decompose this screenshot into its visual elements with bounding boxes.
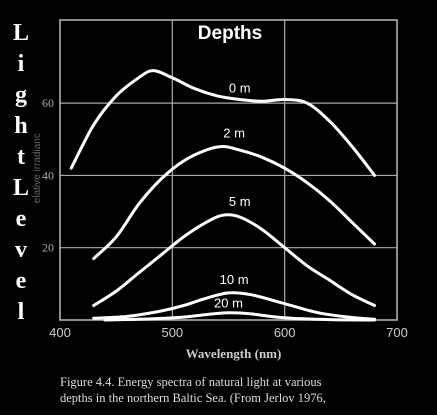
series-label: 5 m	[229, 194, 251, 209]
x-tick-label: 400	[49, 325, 71, 340]
x-tick-label: 600	[274, 325, 296, 340]
y-tick-label: 40	[42, 168, 54, 182]
y-axis-label-fragment: elative irradianc	[32, 133, 43, 203]
plot-frame	[59, 19, 398, 321]
light-level-letter: L	[12, 175, 29, 201]
light-level-letter: v	[15, 237, 27, 263]
series-line	[69, 69, 376, 177]
caption-line: depths in the northern Baltic Sea. (From…	[60, 391, 326, 405]
y-tick-label: 20	[42, 241, 54, 255]
axes	[59, 19, 398, 321]
light-level-letter: l	[17, 299, 25, 325]
light-level-letter: t	[17, 144, 25, 170]
series-line	[92, 291, 376, 321]
x-tick-label: 500	[161, 325, 183, 340]
series-line	[92, 213, 376, 307]
light-level-letter: L	[12, 20, 29, 46]
chart-text: 400 500 600 700 20 40 60 elative irradianc Wavel…	[32, 23, 408, 361]
y-tick-label: 60	[42, 96, 54, 110]
x-axis-label: Wavelength (nm)	[186, 346, 282, 361]
series-label: 10 m	[220, 272, 249, 287]
x-tick-label: 700	[386, 325, 408, 340]
series-group	[69, 69, 376, 322]
series-line	[92, 145, 376, 261]
figure-caption: Figure 4.4. Energy spectra of natural li…	[60, 374, 430, 406]
light-level-letter: g	[15, 82, 27, 108]
series-label: 2 m	[223, 125, 245, 140]
light-level-letter: h	[14, 113, 28, 139]
series-label: 0 m	[229, 80, 251, 95]
series-line	[103, 311, 376, 322]
light-level-letter: e	[15, 268, 27, 294]
chart-title: Depths	[198, 23, 262, 44]
light-level-letter: i	[17, 51, 25, 77]
series-label: 20 m	[214, 295, 243, 310]
grid	[60, 20, 397, 320]
caption-line: Figure 4.4. Energy spectra of natural li…	[60, 375, 322, 389]
light-level-letter: e	[15, 206, 27, 232]
